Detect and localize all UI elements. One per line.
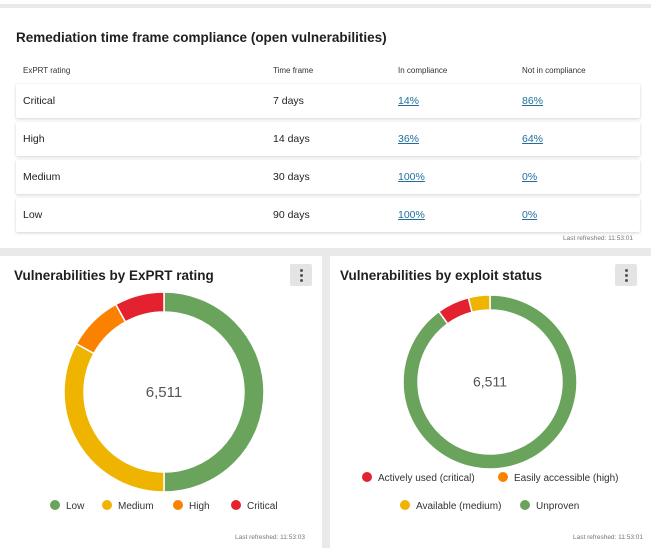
more-options-icon[interactable] [615,264,637,286]
legend-item-available: Available (medium) [400,500,501,512]
donut-center-total: 6,511 [473,374,507,390]
legend-item-high: High [173,500,210,512]
table-row: Medium 30 days 100% 0% [16,160,640,194]
exprt-donut-chart: 6,511 [64,292,264,492]
legend-label: Unproven [536,501,580,512]
last-refreshed: Last refreshed: 11:53:03 [235,534,305,541]
donut-slice-available-medium[interactable] [467,294,491,314]
legend-label: Low [66,501,85,512]
more-options-icon[interactable] [290,264,312,286]
time-frame-cell: 30 days [273,171,310,183]
legend-dot [173,500,183,510]
top-bar [0,0,651,4]
legend-dot [102,500,112,510]
in-compliance-link[interactable]: 36% [398,133,420,145]
header-exprt-rating: ExPRT rating [23,66,71,75]
legend-dot [362,472,372,482]
donut-slice-medium[interactable] [64,342,165,492]
card-title: Vulnerabilities by exploit status [340,268,543,283]
not-in-compliance-link[interactable]: 0% [522,171,538,183]
in-compliance-link[interactable]: 100% [398,209,425,221]
legend-label: Critical [247,501,278,512]
legend-label: Available (medium) [416,501,502,512]
in-compliance-link[interactable]: 14% [398,95,420,107]
legend-dot [400,500,410,510]
not-in-compliance-link[interactable]: 64% [522,133,544,145]
donut-center-total: 6,511 [146,384,182,401]
table-row: Low 90 days 100% 0% [16,198,640,232]
legend-item-unproven: Unproven [520,500,579,512]
donut-slice-critical[interactable] [114,292,165,323]
time-frame-cell: 14 days [273,133,310,145]
table-row: High 14 days 36% 64% [16,122,640,156]
rating-cell: High [23,133,45,145]
in-compliance-link[interactable]: 100% [398,171,425,183]
legend-item-critical: Critical [231,500,278,512]
legend-label: Easily accessible (high) [514,473,619,484]
donut-slice-unproven[interactable] [402,294,578,470]
compliance-card: Remediation time frame compliance (open … [0,8,651,248]
legend-item-low: Low [50,500,84,512]
table-row: Critical 7 days 14% 86% [16,84,640,118]
exploit-donut-chart: 6,511 [402,294,578,470]
card-title: Vulnerabilities by ExPRT rating [14,268,214,283]
legend-dot [50,500,60,510]
rating-cell: Low [23,209,43,221]
time-frame-cell: 7 days [273,95,304,107]
compliance-title: Remediation time frame compliance (open … [16,30,387,45]
header-not-in-compliance: Not in compliance [522,66,586,75]
header-time-frame: Time frame [273,66,314,75]
last-refreshed: Last refreshed: 11:53:01 [563,235,633,242]
legend-label: Actively used (critical) [378,473,475,484]
exploit-status-card: Vulnerabilities by exploit status 6,511 … [330,256,651,548]
rating-cell: Critical [23,95,56,107]
legend-item-actively-used: Actively used (critical) [362,472,475,484]
donut-slice-high[interactable] [75,303,127,355]
legend-dot [231,500,241,510]
legend-dot [498,472,508,482]
legend-label: Medium [118,501,154,512]
time-frame-cell: 90 days [273,209,310,221]
last-refreshed: Last refreshed: 11:53:01 [573,534,643,541]
rating-cell: Medium [23,171,61,183]
not-in-compliance-link[interactable]: 86% [522,95,544,107]
legend-item-medium: Medium [102,500,154,512]
legend-label: High [189,501,210,512]
exprt-rating-card: Vulnerabilities by ExPRT rating 6,511 Lo… [0,256,322,548]
not-in-compliance-link[interactable]: 0% [522,209,538,221]
legend-dot [520,500,530,510]
legend-item-easily-accessible: Easily accessible (high) [498,472,619,484]
header-in-compliance: In compliance [398,66,448,75]
compliance-table-header: ExPRT rating Time frame In compliance No… [0,66,651,80]
